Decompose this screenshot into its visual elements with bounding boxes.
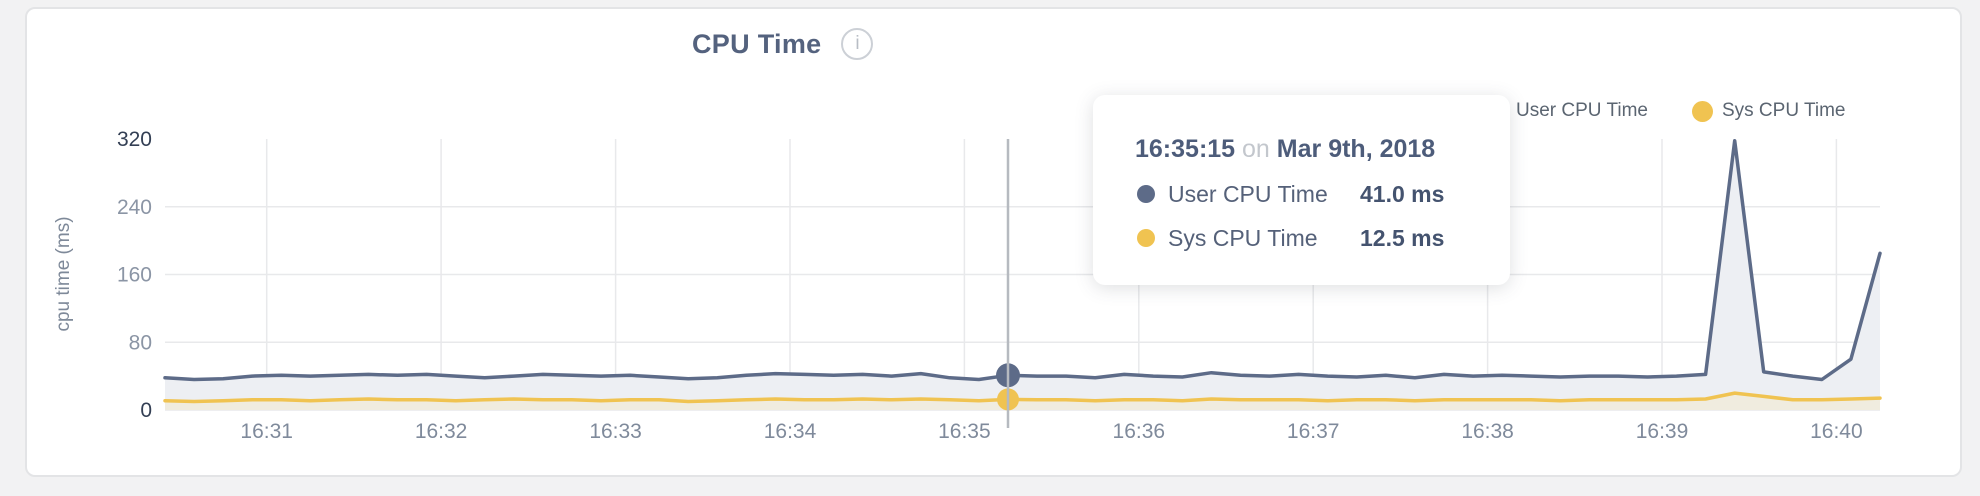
area-sys-cpu-time (165, 393, 1880, 410)
hover-tooltip: 16:35:15 on Mar 9th, 2018 User CPU Time … (1093, 95, 1510, 285)
line-sys-cpu-time (163, 391, 1882, 404)
chart-header: CPU Time i (692, 28, 874, 60)
x-tick-label: 16:38 (1461, 420, 1514, 443)
legend-dot-sys-icon (1691, 100, 1713, 122)
x-tick-label: 16:34 (764, 420, 817, 443)
y-tick-label: 80 (129, 331, 152, 354)
x-tick-label: 16:35 (938, 420, 991, 443)
tooltip-value-user: 41.0 ms (1360, 180, 1445, 207)
x-tick-label: 16:33 (589, 420, 642, 443)
tooltip-label-sys: Sys CPU Time (1168, 224, 1318, 251)
tooltip-dot-user-icon (1137, 185, 1155, 204)
chart-title: CPU Time (692, 28, 822, 59)
tooltip-label-user: User CPU Time (1168, 180, 1328, 207)
tooltip-preposition: on (1242, 135, 1270, 163)
area-user-cpu-time (165, 140, 1880, 410)
x-tick-label: 16:36 (1113, 420, 1166, 443)
info-icon[interactable]: i (841, 28, 874, 60)
tooltip-row-sys: Sys CPU Time 12.5 ms (1137, 225, 1510, 252)
line-user-cpu-time (163, 138, 1882, 382)
legend-item-sys-cpu-time[interactable]: Sys CPU Time (1691, 100, 1846, 122)
tooltip-title: 16:35:15 on Mar 9th, 2018 (1135, 135, 1510, 164)
tooltip-dot-sys-icon (1137, 229, 1155, 248)
x-tick-label: 16:39 (1636, 420, 1689, 443)
tooltip-value-sys: 12.5 ms (1360, 224, 1445, 251)
tooltip-time: 16:35:15 (1135, 135, 1236, 163)
legend-label-user: User CPU Time (1516, 100, 1648, 121)
x-tick-label: 16:37 (1287, 420, 1340, 443)
x-tick-label: 16:31 (240, 420, 293, 443)
x-tick-label: 16:32 (415, 420, 468, 443)
chart-legend: User CPU Time Sys CPU Time (1486, 100, 1846, 122)
y-tick-label: 320 (117, 128, 152, 151)
legend-label-sys: Sys CPU Time (1721, 100, 1846, 121)
y-tick-label: 240 (117, 196, 152, 219)
y-tick-label: 0 (140, 399, 152, 422)
y-tick-label: 160 (117, 264, 152, 287)
legend-item-user-cpu-time[interactable]: User CPU Time (1486, 100, 1648, 122)
tooltip-date: Mar 9th, 2018 (1276, 135, 1436, 163)
y-axis-label: cpu time (ms) (53, 216, 74, 332)
x-tick-label: 16:40 (1810, 420, 1863, 443)
tooltip-row-user: User CPU Time 41.0 ms (1137, 181, 1510, 208)
